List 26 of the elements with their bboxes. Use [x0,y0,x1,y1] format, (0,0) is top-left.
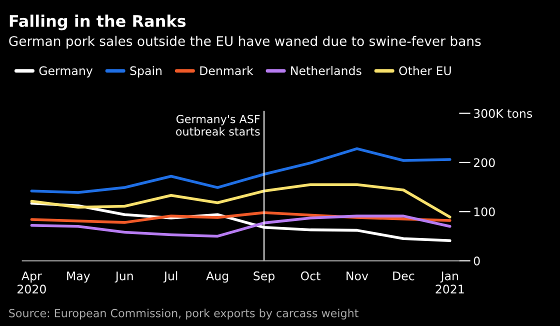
legend-label: Spain [130,66,162,78]
line-series [30,147,452,194]
legend-label: Germany [39,66,93,78]
x-tick-label: May [67,272,90,283]
x-tick-label: Jun [114,272,133,283]
x-tick-label: Oct [300,271,320,280]
line-series [30,183,452,218]
x-tick-label: Sep [254,271,275,283]
y-tick-label: 100 [474,207,495,216]
chart-subtitle: German pork sales outside the EU have waned due to swine-fever bans [9,36,481,49]
y-tick-label: 300K tons [474,109,532,118]
x-tick-label: Jan 2021 [436,272,464,294]
x-tick-label: Jul [163,271,178,283]
x-tick-label: Aug [206,272,228,283]
x-tick-label: Dec [393,272,414,280]
legend-label: Netherlands [291,66,362,76]
y-tick-label: 200 [474,158,495,168]
legend-label: Denmark [200,66,254,76]
x-tick-label: Apr 2020 [18,272,46,294]
x-tick-label: Nov [346,272,368,280]
source-note: Source: European Commission, pork exports by carcass weight [9,308,358,320]
legend-label: Other EU [399,66,451,76]
ref-line-label: Germany's ASF outbreak starts [176,114,260,136]
y-tick-label: 0 [474,256,480,266]
chart-title: Falling in the Ranks [10,14,186,30]
line-series [30,214,452,238]
